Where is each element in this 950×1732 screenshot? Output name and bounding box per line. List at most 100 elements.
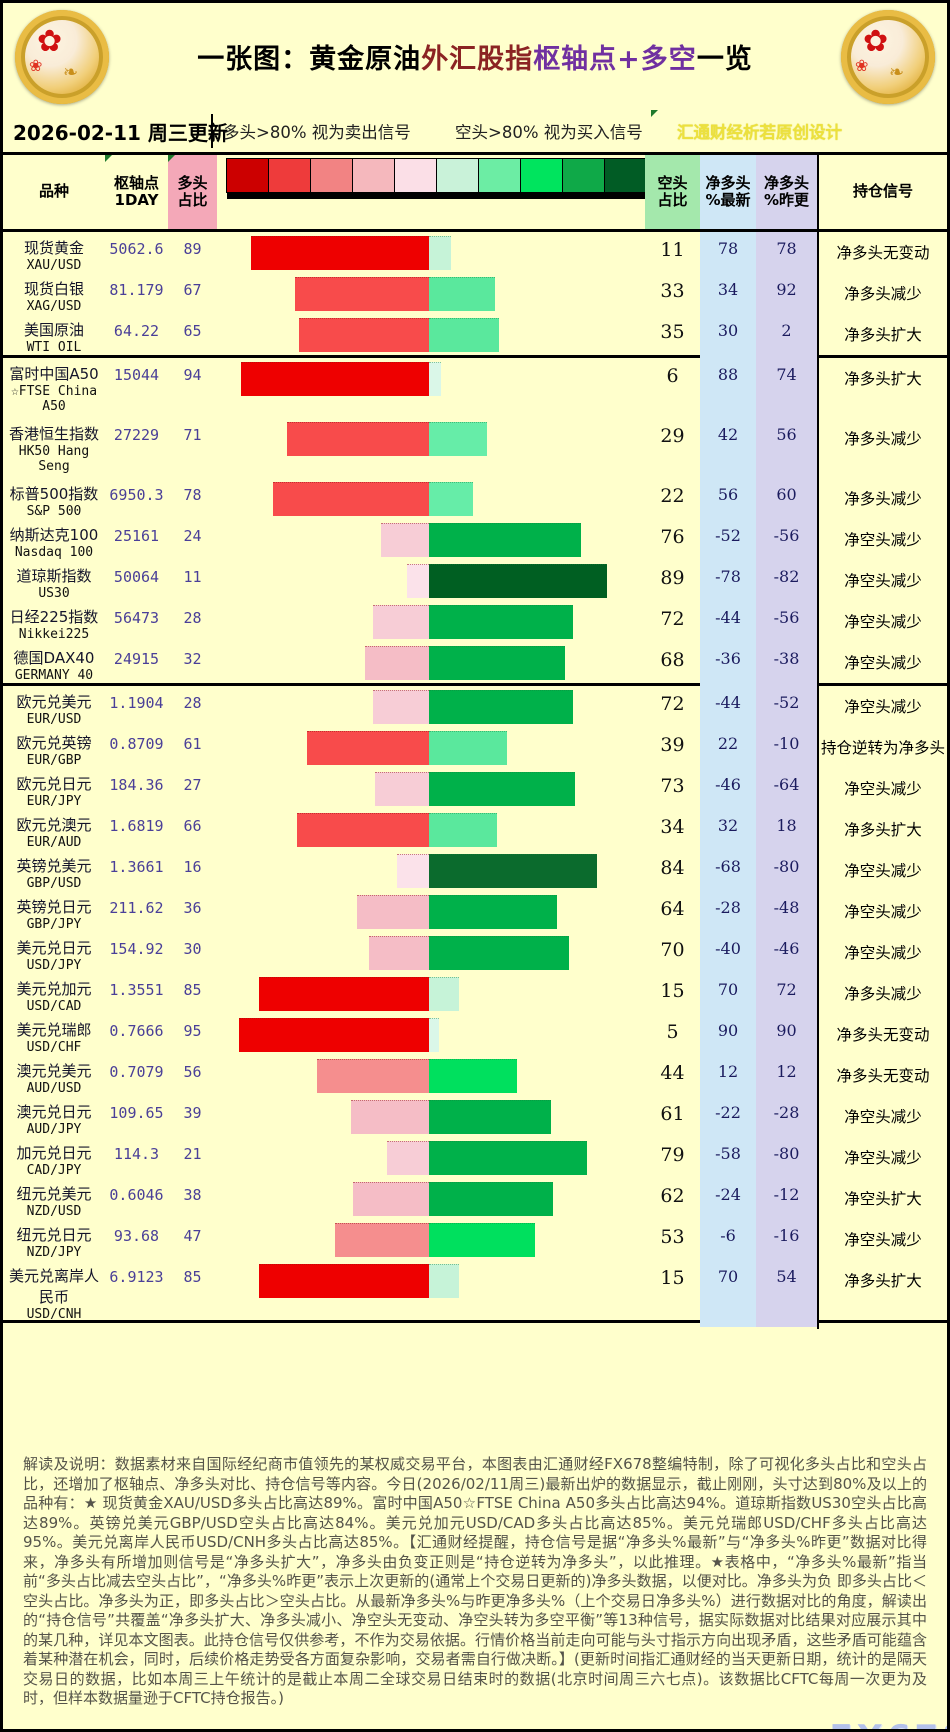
short-bar [429, 895, 557, 929]
color-scale-swatch [268, 158, 311, 193]
instrument-name-cn: 加元兑日元 [16, 1144, 92, 1162]
net-long-latest: 56 [700, 478, 756, 526]
short-pct-value: 11 [660, 239, 685, 261]
long-pct-value: 61 [183, 735, 202, 753]
position-signal: 净空头减少 [817, 1137, 947, 1187]
position-signal: 净空头减少 [817, 768, 947, 818]
long-short-bar [217, 768, 645, 809]
instrument-code: EUR/AUD [26, 835, 82, 850]
short-pct-value: 5 [666, 1021, 679, 1043]
long-bar [353, 1182, 429, 1216]
net-long-latest: -36 [700, 642, 756, 690]
instrument-code: Nasdaq 100 [14, 545, 94, 560]
instrument-name-cn: 现货白银 [23, 280, 84, 298]
table-row: 英镑兑美元 GBP/USD 1.3661 16 84 -68 -80 净空头减少 [3, 850, 947, 900]
net-long-latest: 90 [700, 1014, 756, 1062]
instrument-code: EUR/JPY [26, 794, 82, 809]
color-scale-swatch [436, 158, 479, 193]
net-long-latest: 34 [700, 273, 756, 321]
long-short-bar [217, 519, 645, 560]
instrument-name: 纽元兑日元 NZD/JPY [3, 1219, 105, 1260]
pivot-value: 27229 [113, 426, 160, 444]
long-pct-value: 65 [183, 322, 202, 340]
instrument-name-cn: 富时中国A50 [9, 365, 99, 383]
pivot-value: 56473 [113, 609, 160, 627]
pivot-value: 154.92 [109, 940, 164, 958]
net-long-latest: 78 [700, 232, 756, 280]
short-pct-value: 44 [660, 1062, 685, 1084]
color-scale-legend [217, 155, 647, 229]
short-bar [429, 1182, 553, 1216]
footer: 解读及说明：数据素材来自国际经纪商市值领先的某权威交易平台，本图表由汇通财经FX… [3, 1323, 947, 1730]
net-long-latest: -46 [700, 768, 756, 816]
credit-watermark-text: 汇通财经析若原创设计 [677, 123, 842, 142]
short-pct-value: 6 [666, 365, 679, 387]
instrument-name-cn: 欧元兑澳元 [16, 816, 92, 834]
table-body: 现货黄金 XAU/USD 5062.6 89 11 78 78 净多头无变动 现货白银 XAG/U… [3, 232, 947, 1329]
net-long-latest: -44 [700, 686, 756, 734]
position-signal: 净空头减少 [817, 850, 947, 900]
long-pct-value: 78 [183, 486, 202, 504]
table-row: 德国DAX40 GERMANY 40 24915 32 68 -36 -38 净空头减少 [3, 642, 947, 692]
short-bar [429, 318, 499, 352]
pivot-value: 109.65 [109, 1104, 164, 1122]
instrument-name-cn: 美元兑瑞郎 [16, 1021, 92, 1039]
net-long-latest: -58 [700, 1137, 756, 1185]
position-signal: 净空头减少 [817, 642, 947, 692]
position-signal: 净多头无变动 [817, 1014, 947, 1064]
table-row: 日经225指数 Nikkei225 56473 28 72 -44 -56 净空头减少 [3, 601, 947, 651]
credits-row: 本表格由汇通财经自制整编 本表格由汇通财经自制整编 本表格由汇通财经自制整: 本… [23, 1721, 947, 1730]
instrument-code: USD/CAD [26, 999, 82, 1014]
long-pct-value: 36 [183, 899, 202, 917]
net-long-previous: -46 [756, 932, 817, 980]
net-long-previous: -64 [756, 768, 817, 816]
long-pct-value: 27 [183, 776, 202, 794]
instrument-code: EUR/USD [26, 712, 82, 727]
net-long-latest: 88 [700, 358, 756, 425]
pivot-value: 93.68 [113, 1227, 160, 1245]
long-pct-value: 28 [183, 694, 202, 712]
short-bar [429, 854, 597, 888]
color-scale-swatch [478, 158, 521, 193]
instrument-name: 欧元兑美元 EUR/USD [3, 686, 105, 727]
instrument-code: USD/CNH [26, 1307, 82, 1322]
short-pct-value: 76 [660, 526, 685, 548]
net-long-latest: -24 [700, 1178, 756, 1226]
table-row: 纽元兑日元 NZD/JPY 93.68 47 53 -6 -16 净空头减少 [3, 1219, 947, 1269]
long-pct-value: 16 [183, 858, 202, 876]
long-pct-value: 32 [183, 650, 202, 668]
long-pct-value: 89 [183, 240, 202, 258]
pivot-value: 0.6046 [109, 1186, 164, 1204]
short-pct-value: 73 [660, 775, 685, 797]
instrument-name: 现货白银 XAG/USD [3, 273, 105, 314]
instrument-name: 英镑兑美元 GBP/USD [3, 850, 105, 891]
long-bar [375, 772, 429, 806]
long-pct-value: 30 [183, 940, 202, 958]
short-bar [429, 605, 573, 639]
instrument-name: 英镑兑日元 GBP/JPY [3, 891, 105, 932]
buy-signal-note: 空头>80% 视为买入信号 [455, 123, 643, 142]
position-signal: 净空头减少 [817, 601, 947, 651]
long-bar [317, 1059, 429, 1093]
page-title: 一张图：黄金原油外汇股指枢轴点+多空一览 [109, 37, 841, 76]
instrument-name-cn: 道琼斯指数 [16, 567, 92, 585]
long-bar [335, 1223, 429, 1257]
short-bar [429, 1223, 535, 1257]
short-pct-value: 68 [660, 649, 685, 671]
short-bar [429, 936, 569, 970]
position-signal: 净空头减少 [817, 686, 947, 736]
instrument-code: WTI OIL [26, 340, 82, 355]
long-bar [365, 646, 429, 680]
instrument-code: AUD/JPY [26, 1122, 82, 1137]
pivot-value: 114.3 [113, 1145, 160, 1163]
short-pct-value: 79 [660, 1144, 685, 1166]
flower-icon: ❀ [855, 55, 869, 75]
net-long-latest: -28 [700, 891, 756, 939]
instrument-code: USD/CHF [26, 1040, 82, 1055]
instrument-group: 富时中国A50 ☆FTSE China A50 15044 94 6 88 74 净多头扩大 香港… [3, 355, 947, 692]
instrument-name: 澳元兑日元 AUD/JPY [3, 1096, 105, 1137]
position-signal: 净多头无变动 [817, 1055, 947, 1105]
instrument-name-cn: 现货黄金 [23, 239, 84, 257]
instrument-name: 美元兑瑞郎 USD/CHF [3, 1014, 105, 1055]
short-bar [429, 277, 495, 311]
